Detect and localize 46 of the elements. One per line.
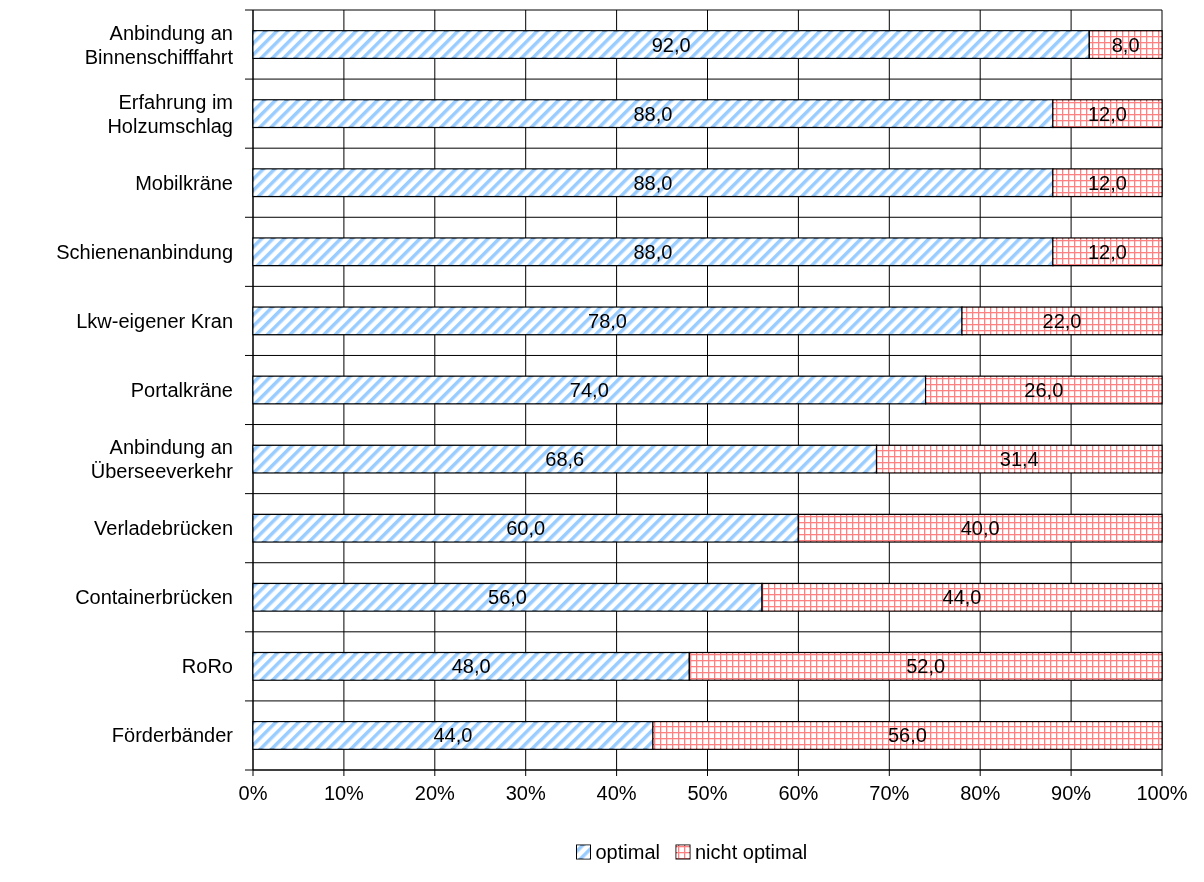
y-tick-label: Mobilkräne <box>135 171 233 194</box>
data-label: 52,0 <box>906 655 946 678</box>
y-tick-label: Portalkräne <box>130 379 233 401</box>
x-tick-label: 80% <box>960 782 1001 804</box>
data-label: 44,0 <box>433 724 473 747</box>
y-tick-label: Verladebrücken <box>94 517 233 540</box>
x-tick-label: 10% <box>323 782 365 804</box>
x-tick-label: 70% <box>869 782 910 804</box>
data-label: 26,0 <box>1024 379 1064 401</box>
y-tick-label: Anbindung an Binnenschifffahrt <box>84 21 234 68</box>
y-tick-label: Förderbänder <box>111 724 234 747</box>
data-label: 60,0 <box>506 517 546 540</box>
y-tick-label: Anbindung an Überseeverkehr <box>90 436 234 483</box>
data-label: 40,0 <box>960 517 1000 540</box>
legend-label: nicht optimal <box>695 841 808 863</box>
data-label: 12,0 <box>1087 171 1127 194</box>
data-label: 74,0 <box>569 379 609 401</box>
y-tick-label: Containerbrücken <box>75 586 233 609</box>
x-tick-label: 30% <box>505 782 546 804</box>
data-label: 12,0 <box>1087 102 1127 125</box>
x-tick-label: 50% <box>687 782 728 804</box>
data-label: 92,0 <box>651 33 691 56</box>
legend-label: optimal <box>595 841 660 863</box>
data-label: 78,0 <box>588 309 627 332</box>
y-tick-label: Schienenanbindung <box>56 240 233 263</box>
data-label: 56,0 <box>888 724 927 747</box>
data-label: 88,0 <box>633 171 673 194</box>
data-label: 22,0 <box>1042 309 1082 332</box>
y-tick-label: Lkw-eigener Kran <box>76 309 233 332</box>
data-label: 8,0 <box>1111 33 1140 56</box>
x-tick-label: 60% <box>778 782 819 804</box>
data-label: 56,0 <box>488 586 527 609</box>
y-tick-label: RoRo <box>181 655 233 678</box>
x-tick-label: 100% <box>1136 782 1188 804</box>
x-tick-label: 90% <box>1051 782 1092 804</box>
data-label: 48,0 <box>451 655 491 678</box>
y-tick-label: Erfahrung im Holzumschlag <box>107 90 233 137</box>
data-label: 31,4 <box>999 448 1039 471</box>
x-tick-label: 40% <box>596 782 637 804</box>
data-label: 88,0 <box>633 240 673 263</box>
data-label: 88,0 <box>633 102 673 125</box>
data-label: 12,0 <box>1087 240 1127 263</box>
data-label: 68,6 <box>545 448 585 471</box>
x-tick-label: 20% <box>414 782 456 804</box>
x-tick-label: 0% <box>238 782 268 804</box>
data-label: 44,0 <box>942 586 982 609</box>
